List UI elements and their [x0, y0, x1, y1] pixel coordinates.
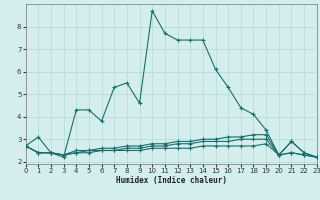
X-axis label: Humidex (Indice chaleur): Humidex (Indice chaleur)	[116, 176, 227, 185]
